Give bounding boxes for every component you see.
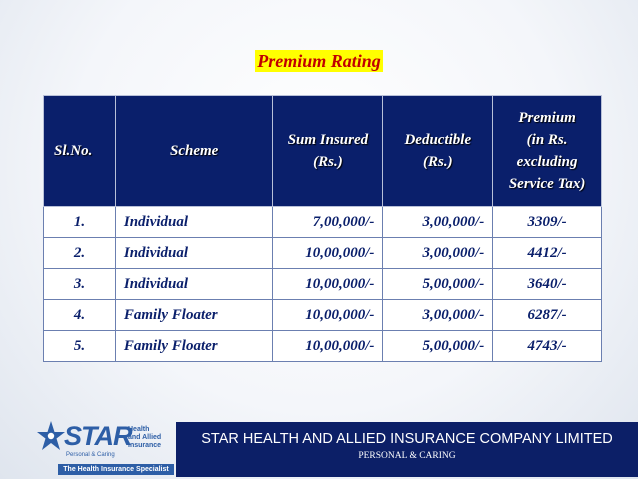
- table-row: 2. Individual 10,00,000/- 3,00,000/- 441…: [43, 237, 602, 269]
- header-sum-insured: Sum Insured (Rs.): [272, 95, 384, 207]
- cell-slno: 4.: [43, 299, 116, 331]
- cell-sum-insured: 10,00,000/-: [272, 268, 384, 300]
- table-header: Sl.No. Scheme Sum Insured (Rs.) Deductib…: [43, 95, 602, 207]
- cell-premium: 6287/-: [492, 299, 602, 331]
- cell-premium: 4412/-: [492, 237, 602, 269]
- cell-sum-insured: 10,00,000/-: [272, 299, 384, 331]
- header-premium-line1: Premium: [518, 110, 576, 126]
- header-deductible: Deductible (Rs.): [382, 95, 494, 207]
- logo-specialist: The Health Insurance Specialist: [58, 464, 174, 475]
- cell-scheme: Individual: [114, 206, 274, 238]
- company-bar: STAR HEALTH AND ALLIED INSURANCE COMPANY…: [176, 422, 638, 477]
- table-row: 4. Family Floater 10,00,000/- 3,00,000/-…: [43, 299, 602, 331]
- logo-tagline: Personal & Caring: [66, 452, 115, 458]
- header-premium-line3: excluding: [516, 154, 578, 170]
- header-sum-insured-line2: (Rs.): [313, 154, 343, 170]
- logo-health-line2: and Allied: [128, 434, 162, 441]
- header-row: Sl.No. Scheme Sum Insured (Rs.) Deductib…: [43, 95, 602, 207]
- title-wrapper: Premium Rating: [0, 50, 638, 72]
- page-title: Premium Rating: [255, 50, 383, 72]
- cell-sum-insured: 10,00,000/-: [272, 237, 384, 269]
- cell-deductible: 3,00,000/-: [382, 299, 494, 331]
- table-row: 3. Individual 10,00,000/- 5,00,000/- 364…: [43, 268, 602, 300]
- cell-slno: 2.: [43, 237, 116, 269]
- header-deductible-line2: (Rs.): [422, 154, 453, 170]
- cell-deductible: 5,00,000/-: [382, 268, 494, 300]
- premium-table: Sl.No. Scheme Sum Insured (Rs.) Deductib…: [43, 95, 602, 362]
- header-deductible-line1: Deductible: [404, 132, 472, 148]
- cell-deductible: 5,00,000/-: [382, 330, 494, 362]
- header-slno: Sl.No.: [43, 95, 116, 207]
- footer: STAR Health and Allied Insurance Persona…: [0, 408, 638, 479]
- star-logo: STAR Health and Allied Insurance Persona…: [36, 420, 174, 476]
- logo-health-text: Health and Allied Insurance: [128, 426, 161, 450]
- header-sum-insured-line1: Sum Insured: [287, 132, 369, 148]
- cell-scheme: Family Floater: [114, 330, 274, 362]
- cell-premium: 3309/-: [492, 206, 602, 238]
- logo-wordmark: STAR: [64, 421, 132, 451]
- header-premium-line2: (in Rs.: [526, 132, 568, 148]
- cell-scheme: Family Floater: [114, 299, 274, 331]
- cell-scheme: Individual: [114, 237, 274, 269]
- cell-slno: 3.: [43, 268, 116, 300]
- cell-premium: 4743/-: [492, 330, 602, 362]
- header-scheme: Scheme: [114, 95, 274, 207]
- company-name: STAR HEALTH AND ALLIED INSURANCE COMPANY…: [201, 431, 613, 447]
- logo-health-line3: Insurance: [128, 442, 162, 449]
- table-row: 5. Family Floater 10,00,000/- 5,00,000/-…: [43, 330, 602, 362]
- header-premium-line4: Service Tax): [508, 176, 586, 192]
- cell-slno: 5.: [43, 330, 116, 362]
- table-row: 1. Individual 7,00,000/- 3,00,000/- 3309…: [43, 206, 602, 238]
- cell-slno: 1.: [43, 206, 116, 238]
- cell-deductible: 3,00,000/-: [382, 206, 494, 238]
- company-tagline: PERSONAL & CARING: [358, 451, 456, 461]
- table-body: 1. Individual 7,00,000/- 3,00,000/- 3309…: [43, 206, 602, 362]
- header-premium: Premium (in Rs. excluding Service Tax): [492, 95, 602, 207]
- cell-premium: 3640/-: [492, 268, 602, 300]
- logo-health-line1: Health: [128, 426, 150, 433]
- cell-sum-insured: 10,00,000/-: [272, 330, 384, 362]
- star-icon: [37, 421, 65, 450]
- cell-deductible: 3,00,000/-: [382, 237, 494, 269]
- cell-sum-insured: 7,00,000/-: [272, 206, 384, 238]
- cell-scheme: Individual: [114, 268, 274, 300]
